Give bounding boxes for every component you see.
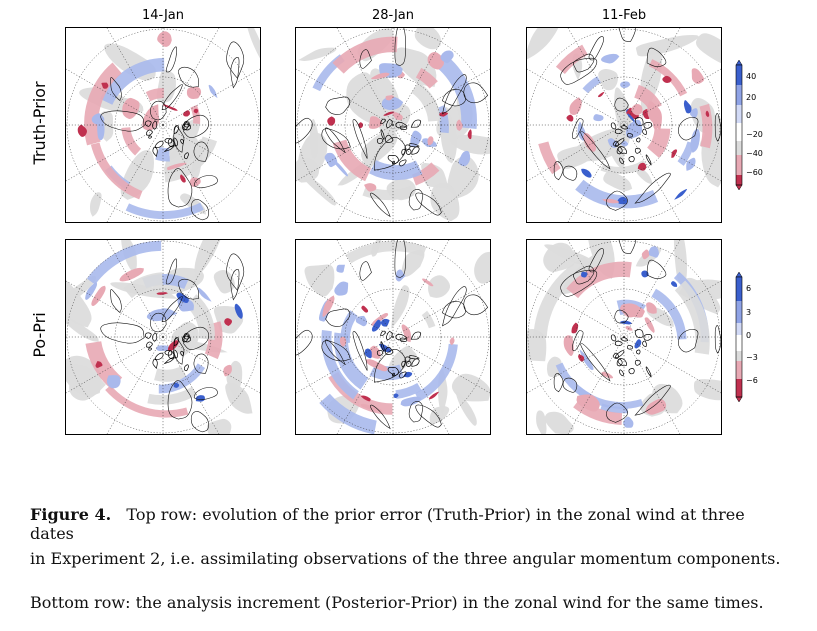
map-panel-truth-prior-14-jan — [65, 27, 261, 223]
colorbar-tick: 20 — [746, 93, 756, 102]
map-panel-po-pri-14-jan — [65, 239, 261, 435]
map-panel-truth-prior-11-feb — [526, 27, 722, 223]
colorbar-tick: −6 — [746, 376, 758, 385]
colorbar-truth-prior: 40 20 0 −20 −40 −60 — [735, 60, 763, 191]
map-canvas — [527, 240, 721, 434]
colorbar-po-pri: 6 3 0 −3 −6 — [735, 272, 758, 403]
map-panel-truth-prior-28-jan — [295, 27, 491, 223]
map-canvas — [66, 240, 260, 434]
column-title-2: 28-Jan — [372, 8, 414, 23]
map-canvas — [66, 28, 260, 222]
caption-line-2: in Experiment 2, i.e. assimilating obser… — [30, 549, 790, 568]
colorbar-tick: 3 — [746, 308, 751, 317]
map-canvas — [296, 28, 490, 222]
colorbar-tick: −60 — [746, 168, 763, 177]
map-canvas — [296, 240, 490, 434]
map-canvas — [527, 28, 721, 222]
row-label-po-pri: Po-Pri — [30, 312, 49, 358]
colorbar-tick: 0 — [746, 331, 751, 340]
caption-line-3: Bottom row: the analysis increment (Post… — [30, 593, 790, 612]
caption-text-2: in Experiment 2, i.e. assimilating obser… — [30, 549, 781, 568]
row-label-truth-prior: Truth-Prior — [30, 81, 49, 165]
colorbar-tick: −20 — [746, 130, 763, 139]
caption-text-3: Bottom row: the analysis increment (Post… — [30, 593, 764, 612]
caption-text-1: Top row: evolution of the prior error (T… — [30, 505, 745, 543]
map-panel-po-pri-11-feb — [526, 239, 722, 435]
map-panel-po-pri-28-jan — [295, 239, 491, 435]
figure-label: Figure 4. — [30, 505, 112, 524]
colorbar-tick: −40 — [746, 149, 763, 158]
column-title-3: 11-Feb — [601, 8, 647, 23]
colorbar-tick: −3 — [746, 353, 758, 362]
colorbar-tick: 0 — [746, 111, 751, 120]
colorbar-tick: 6 — [746, 284, 751, 293]
caption-line-1: Figure 4. Top row: evolution of the prio… — [30, 505, 790, 543]
colorbar-tick: 40 — [746, 72, 756, 81]
column-title-1: 14-Jan — [142, 8, 184, 23]
